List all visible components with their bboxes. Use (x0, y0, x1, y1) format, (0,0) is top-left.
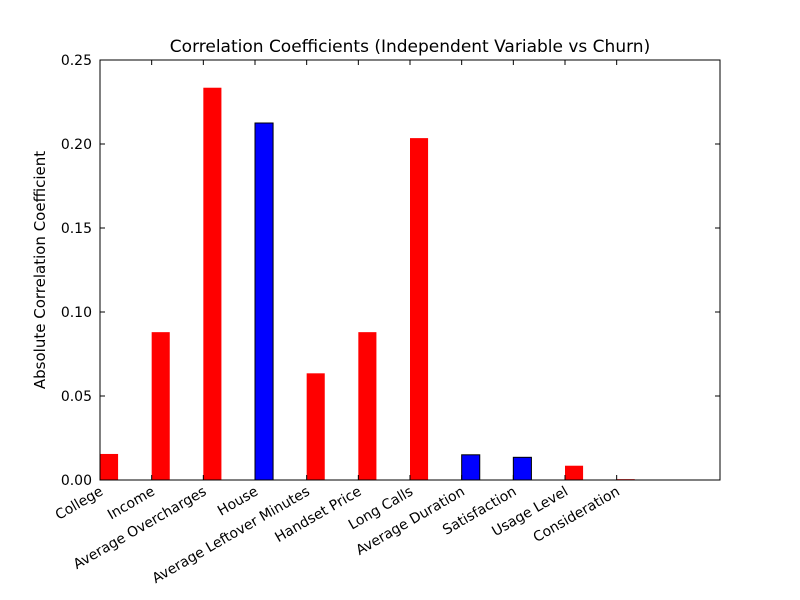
chart-title: Correlation Coefficients (Independent Va… (170, 37, 650, 57)
y-tick-label: 0.20 (61, 137, 92, 153)
x-tick-label: College (53, 484, 106, 524)
bar-average-leftover-minutes (306, 373, 325, 480)
bar-long-calls (410, 138, 429, 480)
bar-usage-level (565, 465, 584, 480)
y-tick-label: 0.15 (61, 221, 92, 237)
bars-group (100, 87, 635, 481)
bar-income (151, 332, 170, 480)
bar-house (254, 122, 274, 481)
bar-average-duration (461, 454, 481, 481)
bar-satisfaction (512, 456, 532, 481)
x-tick-label: Consideration (531, 484, 623, 546)
y-tick-labels: 0.00 0.05 0.10 0.15 0.20 0.25 (61, 53, 92, 489)
y-axis-label: Absolute Correlation Coefficient (31, 151, 49, 389)
y-tick-label: 0.00 (61, 473, 92, 489)
y-tick-label: 0.05 (61, 389, 92, 405)
plot-area-frame (99, 59, 721, 481)
bar-college (100, 453, 119, 480)
y-tick-label: 0.10 (61, 305, 92, 321)
bar-handset-price (358, 332, 377, 480)
y-tick-label: 0.25 (61, 53, 92, 69)
x-tick-label: Handset Price (272, 484, 364, 546)
bar-average-overcharges (203, 87, 222, 480)
